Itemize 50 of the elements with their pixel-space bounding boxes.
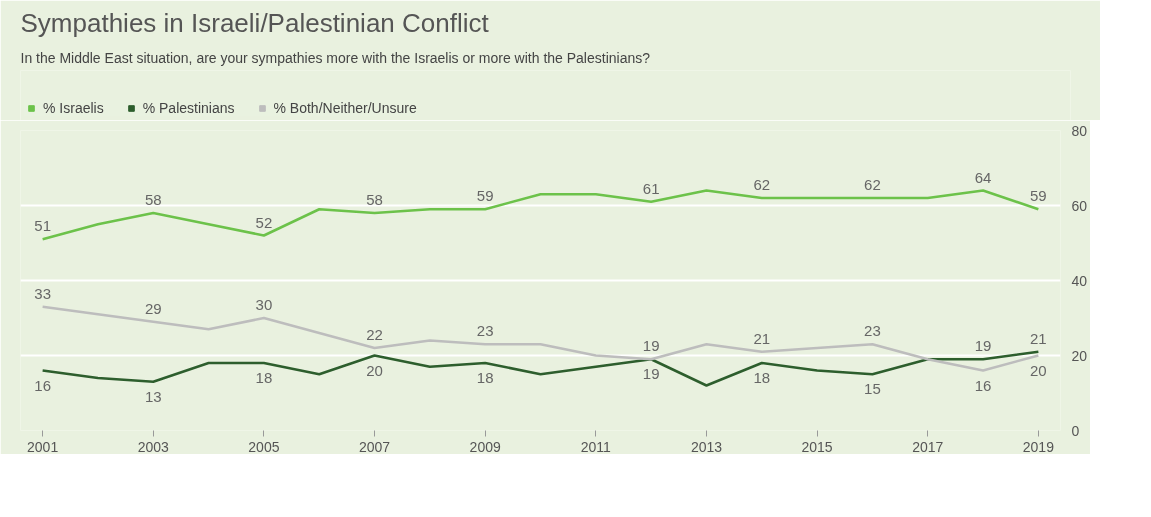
y-tick-label: 80 [1071, 122, 1088, 139]
chart-title: Sympathies in Israeli/Palestinian Conflict [20, 7, 490, 38]
data-label: 21 [1030, 329, 1047, 347]
x-tick-label: 2011 [580, 438, 612, 455]
data-label: 29 [144, 299, 162, 317]
data-label: 59 [1030, 187, 1047, 205]
data-label: 21 [753, 329, 771, 347]
data-label: 22 [366, 326, 383, 343]
x-tick-label: 2001 [27, 438, 59, 455]
data-label: 33 [34, 284, 51, 302]
data-label: 18 [255, 369, 273, 386]
x-tick-label: 2009 [469, 438, 501, 455]
chart-subtitle: In the Middle East situation, are your sympathies more with the Israelis or more with the Palestinians? [20, 49, 651, 66]
x-tick-label: 2003 [137, 438, 170, 455]
y-tick-label: 60 [1071, 197, 1088, 214]
data-label: 58 [366, 191, 383, 208]
x-tick-label: 2005 [248, 438, 280, 455]
data-label: 62 [864, 176, 881, 193]
data-label: 61 [642, 179, 660, 197]
data-label: 64 [974, 168, 992, 186]
x-tick-label: 2017 [912, 438, 944, 455]
data-label: 20 [1030, 361, 1047, 379]
data-label: 58 [144, 191, 162, 208]
y-tick-label: 0 [1071, 422, 1080, 439]
data-label: 30 [255, 296, 273, 313]
legend-label: % Palestinians [142, 100, 235, 116]
data-label: 62 [753, 176, 771, 193]
data-label: 52 [255, 213, 273, 231]
data-label: 19 [642, 365, 660, 383]
data-label: 18 [476, 369, 494, 386]
legend-label: % Both/Neither/Unsure [273, 100, 417, 116]
data-label: 19 [974, 337, 992, 355]
y-tick-label: 20 [1071, 347, 1088, 364]
data-label: 51 [34, 217, 51, 235]
y-tick-label: 40 [1071, 272, 1088, 289]
data-label: 23 [476, 322, 494, 340]
x-tick-label: 2019 [1022, 438, 1055, 455]
data-label: 16 [34, 376, 51, 394]
legend-label: % Israelis [43, 100, 104, 116]
data-label: 23 [864, 322, 881, 340]
data-label: 16 [974, 376, 992, 394]
data-label: 59 [476, 187, 494, 205]
data-label: 19 [642, 337, 660, 355]
x-tick-label: 2013 [690, 438, 723, 455]
data-label: 18 [753, 369, 771, 386]
x-tick-label: 2007 [358, 438, 391, 455]
data-label: 13 [144, 387, 162, 405]
data-label: 15 [864, 380, 881, 398]
x-tick-label: 2015 [801, 438, 833, 455]
data-label: 20 [366, 361, 383, 379]
